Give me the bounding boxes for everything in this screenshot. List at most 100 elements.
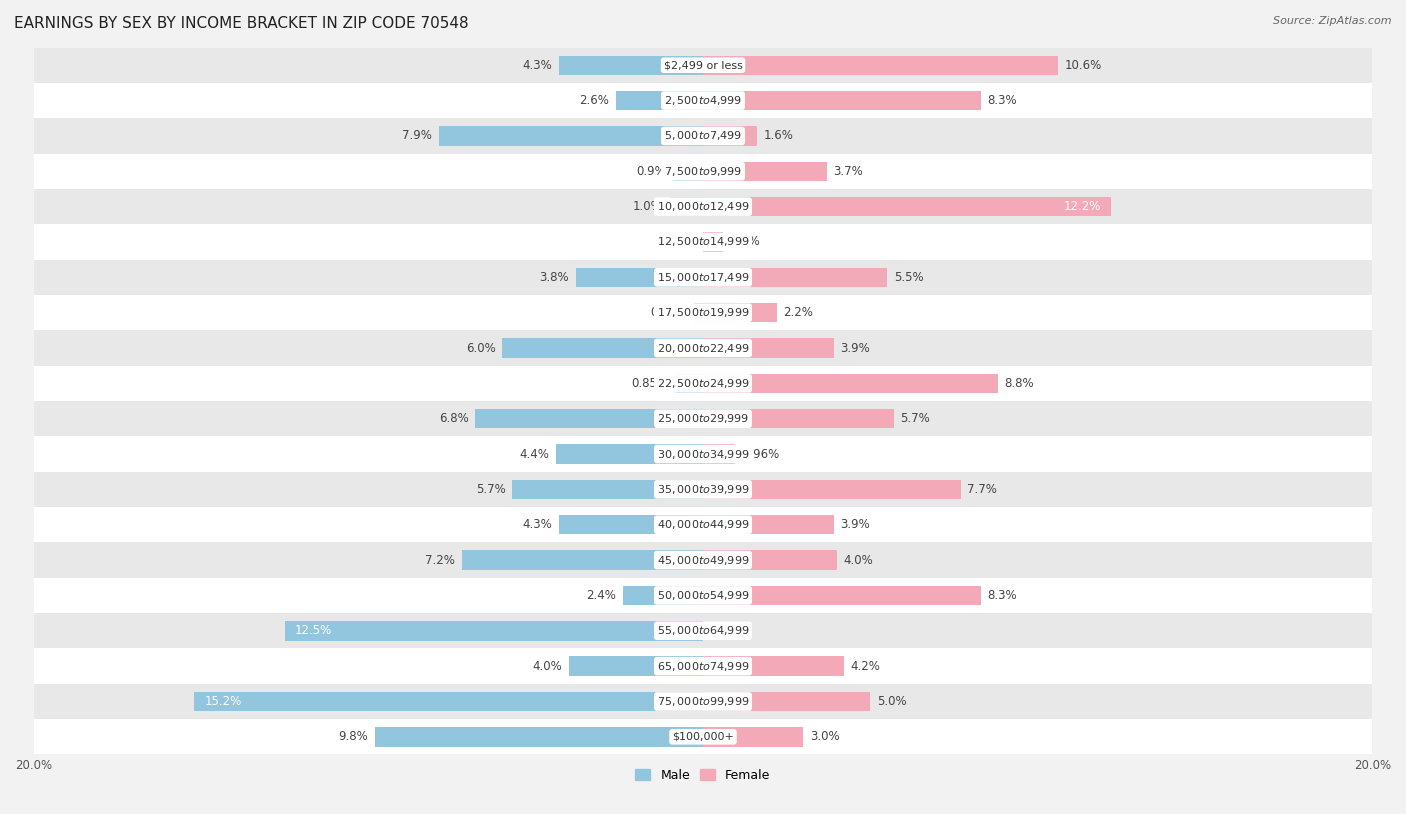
Text: 8.8%: 8.8% bbox=[1004, 377, 1033, 390]
Bar bbox=[502, 339, 703, 357]
Text: 0.0%: 0.0% bbox=[666, 235, 696, 248]
Bar bbox=[703, 126, 756, 146]
Text: 6.0%: 6.0% bbox=[465, 342, 495, 355]
Text: $45,000 to $49,999: $45,000 to $49,999 bbox=[657, 554, 749, 567]
Bar bbox=[34, 365, 1372, 401]
Text: $15,000 to $17,499: $15,000 to $17,499 bbox=[657, 271, 749, 284]
Bar bbox=[34, 684, 1372, 719]
Text: 2.4%: 2.4% bbox=[586, 589, 616, 602]
Bar bbox=[560, 55, 703, 75]
Bar bbox=[34, 225, 1372, 260]
Bar bbox=[616, 91, 703, 111]
Text: $2,499 or less: $2,499 or less bbox=[664, 60, 742, 70]
Bar bbox=[34, 578, 1372, 613]
Text: 4.0%: 4.0% bbox=[533, 659, 562, 672]
Bar bbox=[703, 339, 834, 357]
Text: 8.3%: 8.3% bbox=[987, 94, 1017, 107]
Text: 3.9%: 3.9% bbox=[841, 342, 870, 355]
Bar bbox=[34, 47, 1372, 83]
Bar bbox=[693, 303, 703, 322]
Bar bbox=[194, 692, 703, 711]
Bar bbox=[34, 83, 1372, 118]
Bar bbox=[34, 154, 1372, 189]
Text: 7.9%: 7.9% bbox=[402, 129, 432, 142]
Text: 9.8%: 9.8% bbox=[339, 730, 368, 743]
Bar bbox=[560, 515, 703, 535]
Bar bbox=[703, 232, 723, 252]
Bar bbox=[703, 479, 960, 499]
Legend: Male, Female: Male, Female bbox=[630, 764, 776, 787]
Bar bbox=[703, 409, 894, 428]
Bar bbox=[703, 268, 887, 287]
Bar bbox=[34, 189, 1372, 225]
Text: 7.2%: 7.2% bbox=[426, 554, 456, 567]
Bar bbox=[669, 197, 703, 217]
Text: $100,000+: $100,000+ bbox=[672, 732, 734, 742]
Text: 7.7%: 7.7% bbox=[967, 483, 997, 496]
Text: 2.2%: 2.2% bbox=[783, 306, 813, 319]
Bar bbox=[34, 613, 1372, 649]
Text: $7,500 to $9,999: $7,500 to $9,999 bbox=[664, 164, 742, 177]
Text: $50,000 to $54,999: $50,000 to $54,999 bbox=[657, 589, 749, 602]
Text: $75,000 to $99,999: $75,000 to $99,999 bbox=[657, 695, 749, 708]
Text: 2.6%: 2.6% bbox=[579, 94, 609, 107]
Text: $40,000 to $44,999: $40,000 to $44,999 bbox=[657, 519, 749, 532]
Bar bbox=[34, 118, 1372, 154]
Text: 5.5%: 5.5% bbox=[894, 271, 924, 284]
Bar bbox=[34, 472, 1372, 507]
Bar bbox=[284, 621, 703, 641]
Bar bbox=[703, 550, 837, 570]
Text: $17,500 to $19,999: $17,500 to $19,999 bbox=[657, 306, 749, 319]
Bar bbox=[34, 401, 1372, 436]
Text: 5.0%: 5.0% bbox=[877, 695, 907, 708]
Text: 1.6%: 1.6% bbox=[763, 129, 793, 142]
Bar bbox=[475, 409, 703, 428]
Bar bbox=[569, 656, 703, 676]
Text: 0.96%: 0.96% bbox=[742, 448, 779, 461]
Text: $25,000 to $29,999: $25,000 to $29,999 bbox=[657, 412, 749, 425]
Bar bbox=[703, 444, 735, 464]
Text: 12.5%: 12.5% bbox=[295, 624, 332, 637]
Bar bbox=[34, 295, 1372, 330]
Text: $30,000 to $34,999: $30,000 to $34,999 bbox=[657, 448, 749, 461]
Bar bbox=[34, 260, 1372, 295]
Bar bbox=[703, 303, 776, 322]
Bar bbox=[34, 542, 1372, 578]
Text: $22,500 to $24,999: $22,500 to $24,999 bbox=[657, 377, 749, 390]
Text: 3.0%: 3.0% bbox=[810, 730, 839, 743]
Bar bbox=[34, 507, 1372, 542]
Bar bbox=[703, 161, 827, 181]
Text: 6.8%: 6.8% bbox=[439, 412, 468, 425]
Bar bbox=[703, 727, 803, 746]
Text: 0.0%: 0.0% bbox=[710, 624, 740, 637]
Text: $65,000 to $74,999: $65,000 to $74,999 bbox=[657, 659, 749, 672]
Text: 5.7%: 5.7% bbox=[475, 483, 506, 496]
Bar bbox=[34, 436, 1372, 472]
Text: $55,000 to $64,999: $55,000 to $64,999 bbox=[657, 624, 749, 637]
Bar bbox=[703, 692, 870, 711]
Bar bbox=[703, 55, 1057, 75]
Text: 3.8%: 3.8% bbox=[540, 271, 569, 284]
Text: 4.4%: 4.4% bbox=[519, 448, 548, 461]
Bar bbox=[703, 374, 997, 393]
Bar bbox=[576, 268, 703, 287]
Text: 0.28%: 0.28% bbox=[650, 306, 688, 319]
Text: $5,000 to $7,499: $5,000 to $7,499 bbox=[664, 129, 742, 142]
Bar bbox=[439, 126, 703, 146]
Text: $12,500 to $14,999: $12,500 to $14,999 bbox=[657, 235, 749, 248]
Text: $2,500 to $4,999: $2,500 to $4,999 bbox=[664, 94, 742, 107]
Bar bbox=[703, 515, 834, 535]
Text: $10,000 to $12,499: $10,000 to $12,499 bbox=[657, 200, 749, 213]
Text: 0.85%: 0.85% bbox=[631, 377, 668, 390]
Bar bbox=[463, 550, 703, 570]
Text: Source: ZipAtlas.com: Source: ZipAtlas.com bbox=[1274, 16, 1392, 26]
Bar bbox=[703, 656, 844, 676]
Text: 15.2%: 15.2% bbox=[204, 695, 242, 708]
Text: 8.3%: 8.3% bbox=[987, 589, 1017, 602]
Bar bbox=[34, 649, 1372, 684]
Bar bbox=[673, 161, 703, 181]
Text: $20,000 to $22,499: $20,000 to $22,499 bbox=[657, 342, 749, 355]
Text: 4.3%: 4.3% bbox=[523, 59, 553, 72]
Text: 3.7%: 3.7% bbox=[834, 164, 863, 177]
Text: 0.6%: 0.6% bbox=[730, 235, 759, 248]
